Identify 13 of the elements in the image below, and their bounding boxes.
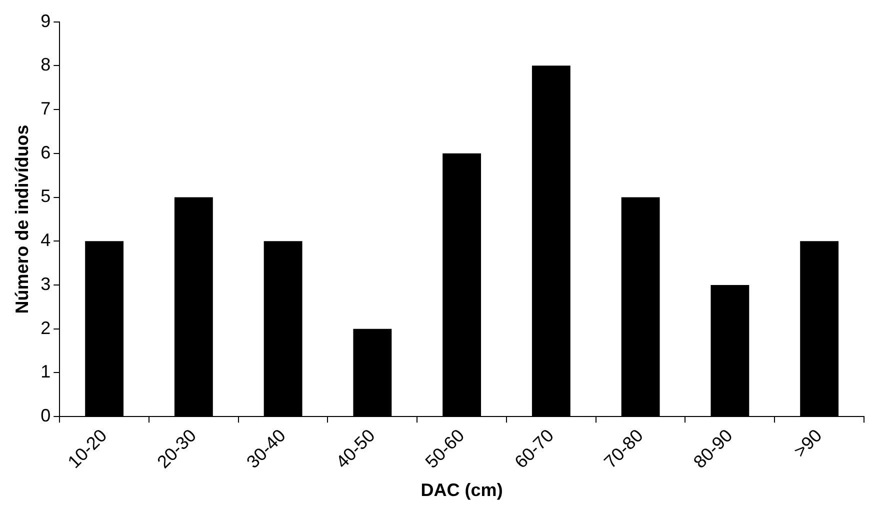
y-tick-label: 6 <box>40 142 51 162</box>
y-axis-title: Número de indivíduos <box>12 124 32 314</box>
y-tick-label: 2 <box>40 318 51 338</box>
y-tick-label: 4 <box>40 230 51 250</box>
y-tick-label: 9 <box>40 10 51 31</box>
x-tick-label: >90 <box>790 425 826 462</box>
y-tick-label: 3 <box>40 274 51 294</box>
y-tick-label: 0 <box>40 406 51 426</box>
y-tick-label: 7 <box>40 98 51 118</box>
x-axis-title: DAC (cm) <box>420 480 503 500</box>
y-tick-label: 8 <box>40 54 51 75</box>
y-tick-label: 5 <box>40 186 51 206</box>
y-tick-label: 1 <box>40 362 51 382</box>
